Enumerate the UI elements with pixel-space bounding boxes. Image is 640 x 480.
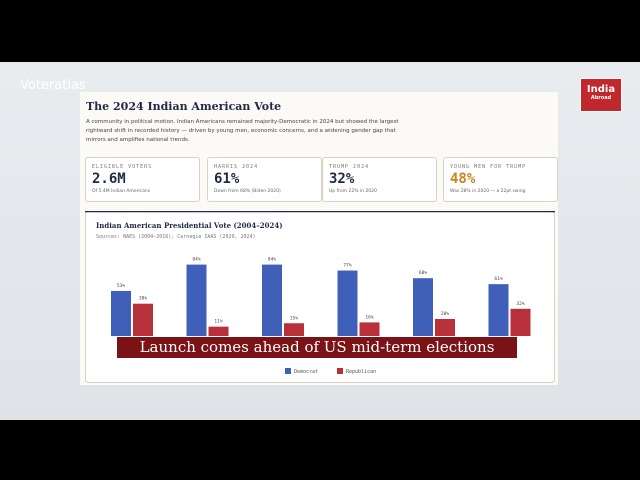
card-note: Down from 68% (Biden 2020)	[214, 189, 281, 194]
value-label: 84%	[268, 257, 276, 263]
page-title: The 2024 Indian American Vote	[86, 100, 282, 113]
value-label: 61%	[494, 276, 502, 282]
bar	[413, 278, 433, 336]
legend-label: Democrat	[294, 369, 318, 375]
video-caption: Launch comes ahead of US mid-term electi…	[117, 337, 517, 358]
stat-card: TRUMP 2024 32% Up from 22% in 2020	[322, 157, 437, 202]
chart-subtitle: Sources: NAES (2004–2016), Carnegie IAAS…	[96, 234, 256, 240]
bar	[133, 303, 153, 336]
legend-swatch	[285, 368, 291, 374]
brand: Voteratlas	[20, 78, 86, 93]
stat-card: YOUNG MEN FOR TRUMP 48% Was 28% in 2020 — …	[443, 157, 558, 202]
value-label: 11%	[214, 319, 222, 325]
card-label: HARRIS 2024	[214, 164, 259, 170]
card-label: YOUNG MEN FOR TRUMP	[450, 164, 527, 170]
bar	[186, 264, 207, 336]
card-value: 61%	[214, 171, 240, 187]
legend-swatch	[337, 368, 343, 374]
value-label: 20%	[441, 311, 449, 317]
value-label: 77%	[343, 263, 351, 269]
stat-card: HARRIS 2024 61% Down from 68% (Biden 2020)	[207, 157, 322, 202]
chart-title: Indian American Presidential Vote (2004–…	[96, 221, 283, 230]
value-label: 38%	[139, 296, 147, 302]
card-value: 2.6M	[92, 171, 126, 187]
description: A community in political motion. Indian …	[86, 119, 399, 143]
bar	[359, 322, 380, 336]
value-label: 32%	[516, 301, 524, 307]
bar	[510, 308, 531, 336]
legend-label: Republican	[346, 369, 376, 375]
stat-card: ELIGIBLE VOTERS 2.6M Of 5.4M Indian Americ…	[85, 157, 200, 202]
bar	[262, 264, 282, 336]
value-label: 68%	[419, 270, 427, 276]
bar	[284, 323, 304, 336]
value-label: 15%	[290, 315, 298, 321]
card-note: Up from 22% in 2020	[329, 189, 377, 194]
card-label: ELIGIBLE VOTERS	[92, 164, 153, 170]
value-label: 84%	[192, 257, 200, 263]
bar	[337, 270, 358, 336]
card-value: 32%	[329, 171, 355, 187]
bar	[435, 319, 455, 336]
card-note: Was 28% in 2020 — a 22pt swing	[450, 189, 526, 194]
value-label: 16%	[365, 314, 373, 320]
card-note: Of 5.4M Indian Americans	[92, 189, 151, 194]
bar	[488, 284, 509, 336]
bar	[208, 326, 229, 336]
card-label: TRUMP 2024	[329, 164, 370, 170]
card-value: 48%	[450, 171, 476, 187]
bar	[111, 290, 131, 336]
value-label: 53%	[117, 283, 125, 289]
logo: India Abroad	[580, 78, 622, 112]
logo-text: Abroad	[590, 95, 612, 101]
logo-text: India	[586, 84, 616, 95]
